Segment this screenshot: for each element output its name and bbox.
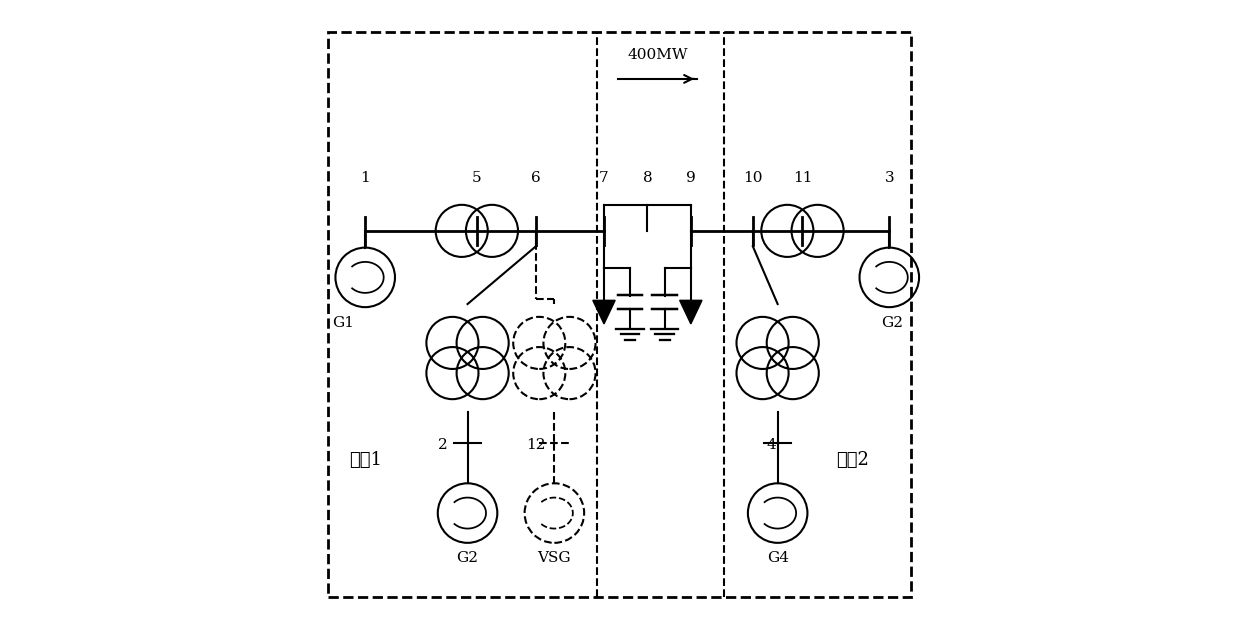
Text: 10: 10 xyxy=(743,171,762,185)
Text: 9: 9 xyxy=(686,171,696,185)
Text: 7: 7 xyxy=(600,171,608,185)
Text: G2: G2 xyxy=(881,316,903,330)
Polygon shape xyxy=(680,300,703,324)
Text: G4: G4 xyxy=(767,551,789,565)
Text: 2: 2 xyxy=(437,438,447,452)
Text: 3: 3 xyxy=(885,171,895,185)
Text: 11: 11 xyxy=(793,171,813,185)
Text: 1: 1 xyxy=(361,171,370,185)
Text: 4: 4 xyxy=(767,438,777,452)
Polygon shape xyxy=(592,300,615,324)
Text: 400MW: 400MW xyxy=(627,47,688,62)
Text: 区域2: 区域2 xyxy=(835,451,869,469)
Text: 6: 6 xyxy=(530,171,540,185)
Text: 8: 8 xyxy=(643,171,652,185)
Text: 5: 5 xyxy=(472,171,482,185)
Text: VSG: VSG xyxy=(538,551,571,565)
Text: 区域1: 区域1 xyxy=(348,451,382,469)
Text: G1: G1 xyxy=(332,316,354,330)
Text: 12: 12 xyxy=(527,438,545,452)
Text: G2: G2 xyxy=(456,551,478,565)
